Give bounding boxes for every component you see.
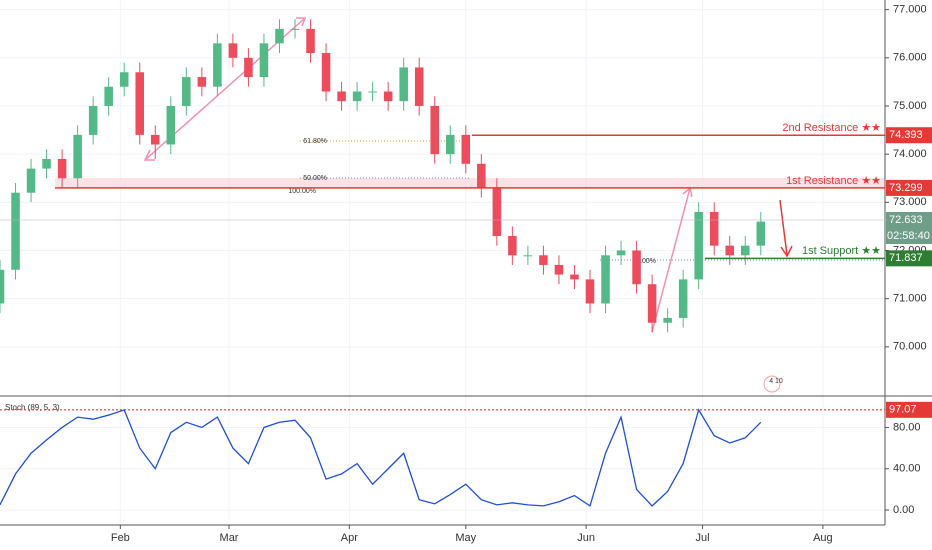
candle-body	[306, 28, 315, 53]
candle-body	[213, 43, 222, 87]
candle-body	[166, 105, 176, 145]
candle-body	[539, 255, 548, 265]
candle-body	[461, 134, 471, 164]
candle-body	[337, 91, 346, 102]
candle-body	[430, 105, 440, 155]
arrow-head	[296, 17, 307, 27]
candle-body	[321, 52, 331, 92]
candle-body	[290, 28, 300, 30]
arrow-head	[780, 245, 793, 258]
level-value: 74.393	[889, 129, 923, 141]
candle-body	[119, 72, 129, 87]
candle-body	[383, 91, 393, 102]
candle-body	[182, 77, 191, 106]
candle-body	[197, 77, 207, 87]
candle-body	[228, 43, 238, 58]
candle-body	[570, 274, 579, 280]
candle-body	[756, 221, 766, 246]
y-tick-label: 80.00	[893, 421, 921, 433]
last-price-box	[886, 211, 932, 244]
y-tick-label: 73.000	[893, 196, 927, 208]
candle-body	[352, 91, 362, 102]
level-value: 97.07	[889, 404, 917, 416]
level-label: 2nd Resistance ★★	[782, 122, 881, 134]
x-tick-label: Aug	[813, 532, 833, 544]
x-tick-label: Feb	[111, 532, 130, 544]
candle-body	[477, 163, 486, 188]
y-tick-label: 71.000	[893, 293, 927, 305]
candle-body	[523, 255, 533, 257]
candle-body	[709, 211, 719, 246]
candle-body	[740, 245, 750, 256]
y-tick-label: 75.000	[893, 100, 927, 112]
last-price: 72.633	[889, 214, 923, 226]
candle-body	[259, 43, 269, 78]
y-tick-label: 76.000	[893, 52, 927, 64]
candle-body	[725, 245, 735, 256]
fib-label: 100.00%	[288, 188, 316, 195]
candle-body	[492, 187, 502, 237]
candle-body	[73, 134, 82, 179]
fib-label: 50.00%	[632, 258, 656, 265]
y-tick-label: 74.000	[893, 148, 927, 160]
badge-icon	[763, 375, 781, 393]
candle-body	[399, 67, 408, 102]
candle-body	[554, 264, 564, 275]
y-tick-label: 40.00	[893, 463, 921, 475]
level-value-box	[886, 127, 932, 144]
indicator-title: Stoch (89, 5, 3)	[5, 403, 60, 412]
candle-body	[88, 105, 98, 135]
y-tick-label: 0.00	[893, 504, 914, 516]
y-tick-label: 77.000	[893, 4, 927, 16]
candle-body	[445, 134, 455, 155]
x-tick-label: Jul	[696, 532, 710, 544]
fib-label: 50.00%	[303, 175, 327, 182]
candle-body	[508, 236, 517, 256]
x-tick-label: Apr	[341, 532, 358, 544]
arrow-head	[143, 149, 155, 161]
candle-body	[616, 250, 626, 256]
candle-body	[663, 317, 672, 323]
candle-body	[275, 28, 284, 44]
x-tick-label: Jun	[577, 532, 595, 544]
candle-body	[104, 86, 113, 106]
trend-arrow	[651, 187, 691, 333]
level-value-box	[886, 401, 932, 418]
candle-body	[11, 192, 20, 270]
fib-label: 61.80%	[303, 138, 327, 145]
countdown: 02:58:40	[887, 230, 930, 242]
candle-body	[244, 57, 253, 78]
candle-body	[678, 279, 688, 318]
level-value: 73.299	[889, 182, 923, 194]
level-label: 1st Support ★★	[802, 245, 881, 257]
candle-body	[135, 72, 145, 135]
candle-body	[585, 279, 595, 304]
level-value: 71.837	[889, 252, 923, 264]
stoch-line	[0, 408, 762, 507]
candle-body	[57, 158, 67, 179]
candle-body	[42, 158, 51, 169]
candle-body	[150, 134, 160, 145]
level-label: 1st Resistance ★★	[786, 175, 881, 187]
candle-body	[601, 255, 610, 304]
resistance-zone	[55, 178, 885, 188]
candle-body	[26, 168, 36, 193]
badge-label: 4 10	[769, 378, 783, 385]
candle-body	[694, 211, 703, 280]
x-tick-label: May	[455, 532, 476, 544]
candle-body	[632, 250, 641, 285]
candle-body	[0, 269, 5, 304]
candle-body	[368, 91, 377, 93]
x-tick-label: Mar	[220, 532, 239, 544]
level-value-box	[886, 250, 932, 267]
projection-arrow	[779, 199, 788, 256]
level-value-box	[886, 179, 932, 196]
y-tick-label: 70.000	[893, 341, 927, 353]
candle-body	[414, 67, 424, 106]
candle-body	[647, 284, 657, 323]
